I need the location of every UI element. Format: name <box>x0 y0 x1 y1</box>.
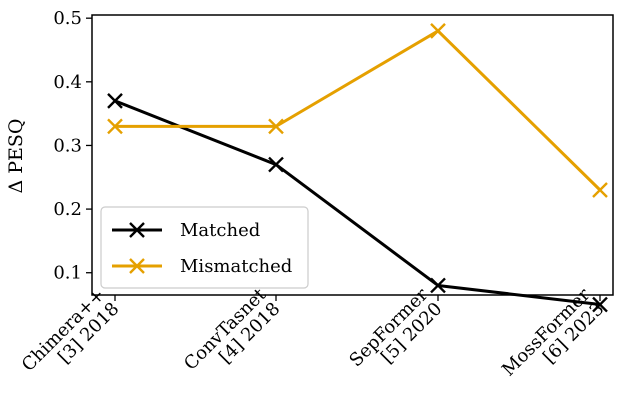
y-tick-label: 0.4 <box>53 72 82 93</box>
y-tick-label: 0.3 <box>53 135 82 156</box>
x-tick-label: SepFormer[5] 2020 <box>345 284 446 371</box>
y-tick-label: 0.2 <box>53 199 82 220</box>
y-axis: 0.1 0.2 0.3 0.4 0.5 <box>53 8 92 284</box>
legend-marker <box>129 258 145 274</box>
x-tick-label: ConvTasnet[4] 2018 <box>180 284 284 375</box>
legend-marker <box>129 222 145 238</box>
legend-label: Matched <box>180 220 260 241</box>
data-point-matched <box>107 93 123 109</box>
data-point-matched <box>592 296 608 313</box>
x-tick-label: MossFormer[6] 2023 <box>498 284 608 380</box>
data-point-mismatched <box>107 118 123 135</box>
x-tick-label: Chimera++[3] 2018 <box>18 284 124 375</box>
legend-box <box>100 206 309 289</box>
y-axis-title: Δ PESQ <box>5 118 27 193</box>
y-tick-label: 0.1 <box>53 263 82 284</box>
data-point-matched <box>268 156 284 173</box>
x-axis: Chimera++[3] 2018 ConvTasnet[4] 2018 SepFo… <box>18 284 609 381</box>
data-point-mismatched <box>430 23 446 39</box>
data-point-matched <box>430 277 446 294</box>
series-line-mismatched <box>115 29 602 192</box>
data-point-mismatched <box>592 182 608 198</box>
data-point-mismatched <box>268 118 284 135</box>
y-tick-label: 0.5 <box>53 8 82 29</box>
legend-label: Mismatched <box>180 256 292 277</box>
plot-frame <box>91 14 614 296</box>
legend: Matched Mismatched <box>100 206 309 289</box>
